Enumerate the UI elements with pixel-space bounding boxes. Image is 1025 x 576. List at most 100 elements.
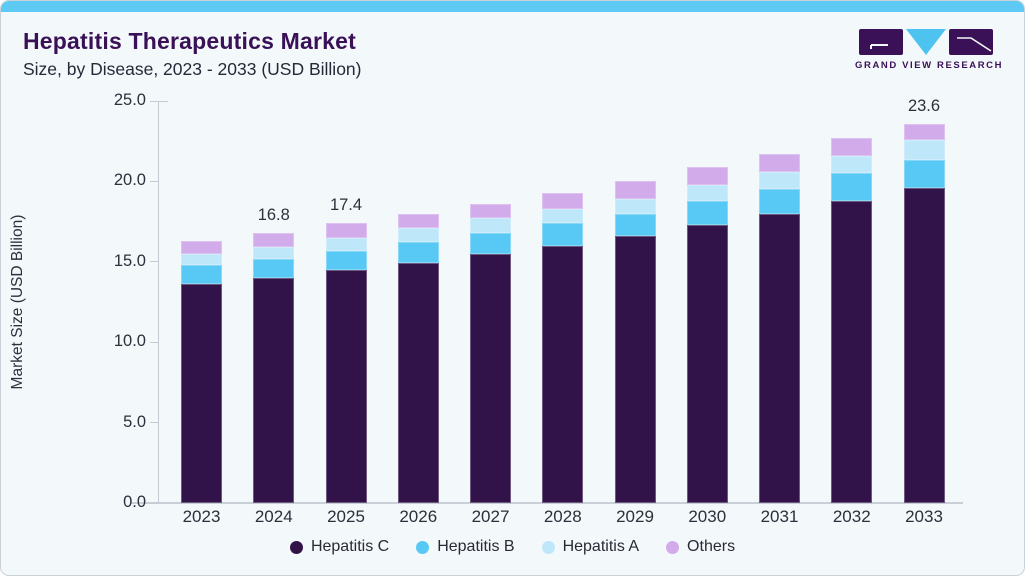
bar-segment-hepatitis-a xyxy=(325,237,367,251)
bar-segment-hepatitis-a xyxy=(397,228,439,243)
y-axis-top-tick xyxy=(158,101,168,102)
x-tick-label: 2028 xyxy=(543,507,582,526)
bar-value-label: 17.4 xyxy=(329,196,363,215)
stacked-bar-2033 xyxy=(903,123,945,503)
legend-dot xyxy=(289,540,303,554)
bar-segment-hepatitis-c xyxy=(614,236,656,503)
bar-segment-others xyxy=(903,123,945,140)
x-axis-line xyxy=(131,502,963,504)
y-tick-mark xyxy=(150,502,158,504)
bar-segment-others xyxy=(397,213,439,229)
grand-view-research-logo: GRAND VIEW RESEARCH xyxy=(855,28,1004,71)
x-tick-label: 2032 xyxy=(832,507,871,526)
bar-segment-hepatitis-b xyxy=(253,258,295,278)
bar-segment-hepatitis-b xyxy=(759,189,800,214)
stacked-bar-2026 xyxy=(397,213,439,503)
y-tick-label: 10.0 xyxy=(113,332,146,351)
bar-segment-others xyxy=(253,232,295,248)
y-axis-title: Market Size (USD Billion) xyxy=(9,214,26,390)
x-tick-label: 2023 xyxy=(182,507,221,526)
legend-label: Hepatitis A xyxy=(562,538,640,555)
bar-segment-hepatitis-a xyxy=(181,253,222,265)
bar-segment-hepatitis-b xyxy=(325,250,367,270)
stacked-bar-2023 xyxy=(181,240,222,503)
page-title: Hepatitis Therapeutics Market xyxy=(23,28,357,54)
bar-segment-hepatitis-c xyxy=(542,245,584,503)
bar-segment-hepatitis-a xyxy=(253,247,295,259)
stacked-bar-2030 xyxy=(686,166,728,503)
x-tick-label: 2026 xyxy=(399,507,438,526)
bar-segment-hepatitis-c xyxy=(903,187,945,503)
bar-segment-others xyxy=(542,192,584,209)
stacked-bar-2025 xyxy=(325,223,367,503)
bar-segment-hepatitis-b xyxy=(470,232,511,254)
x-tick-label: 2029 xyxy=(616,507,654,526)
legend-item-hepatitis-c: Hepatitis C xyxy=(289,538,390,556)
y-tick-label: 20.0 xyxy=(113,171,146,190)
bar-segment-hepatitis-b xyxy=(397,242,439,264)
bar-segment-hepatitis-c xyxy=(686,224,728,503)
bar-segment-hepatitis-b xyxy=(542,223,584,246)
bar-segment-hepatitis-a xyxy=(614,199,656,214)
bar-segment-others xyxy=(181,240,222,254)
y-tick-mark xyxy=(150,341,158,343)
x-tick-label: 2031 xyxy=(760,507,799,526)
legend-dot xyxy=(666,540,680,554)
bar-segment-hepatitis-a xyxy=(903,139,945,161)
bar-segment-others xyxy=(686,166,728,185)
bar-segment-hepatitis-a xyxy=(759,171,800,190)
bar-segment-hepatitis-a xyxy=(542,208,584,224)
bar-segment-hepatitis-b xyxy=(614,213,656,237)
x-tick-label: 2033 xyxy=(905,507,943,526)
bar-segment-hepatitis-c xyxy=(181,284,222,503)
bar-segment-hepatitis-b xyxy=(831,173,873,201)
bar-segment-hepatitis-c xyxy=(831,200,873,503)
x-tick-label: 2027 xyxy=(471,507,510,526)
legend-label: Hepatitis B xyxy=(437,538,515,555)
bar-segment-hepatitis-c xyxy=(253,277,295,503)
legend-dot xyxy=(416,540,430,554)
bar-segment-hepatitis-b xyxy=(686,200,728,225)
chart-legend: Hepatitis C Hepatitis B Hepatitis A Others xyxy=(1,538,1024,556)
bar-value-label: 23.6 xyxy=(907,96,941,115)
y-axis-line xyxy=(158,101,159,504)
y-tick-mark xyxy=(150,180,158,182)
legend-label: Hepatitis C xyxy=(310,538,390,555)
bar-segment-hepatitis-b xyxy=(181,265,222,285)
stacked-bar-2031 xyxy=(759,154,800,503)
bar-segment-others xyxy=(470,203,511,219)
legend-label: Others xyxy=(687,538,736,555)
bar-segment-others xyxy=(831,137,873,156)
y-tick-label: 0.0 xyxy=(123,493,146,511)
stacked-bar-2028 xyxy=(542,192,584,503)
legend-item-hepatitis-a: Hepatitis A xyxy=(541,538,640,556)
y-tick-mark xyxy=(150,422,158,424)
page-subtitle: Size, by Disease, 2023 - 2033 (USD Billi… xyxy=(23,59,362,79)
y-tick-mark xyxy=(150,261,158,263)
bar-segment-hepatitis-a xyxy=(831,155,873,174)
legend-item-hepatitis-b: Hepatitis B xyxy=(416,538,515,556)
x-tick-label: 2024 xyxy=(254,507,293,526)
bar-segment-others xyxy=(325,223,367,238)
gvr-logo-icon xyxy=(859,29,993,55)
y-tick-label: 15.0 xyxy=(113,251,146,270)
bar-segment-hepatitis-c xyxy=(325,269,367,503)
top-accent-bar xyxy=(1,1,1024,12)
stacked-bar-2032 xyxy=(831,137,873,503)
bar-value-label: 16.8 xyxy=(257,205,290,224)
bar-segment-others xyxy=(759,154,800,172)
y-tick-label: 5.0 xyxy=(123,412,146,431)
bar-segment-hepatitis-a xyxy=(686,184,728,201)
stacked-bar-2027 xyxy=(470,203,511,503)
legend-item-others: Others xyxy=(666,538,735,556)
x-tick-label: 2030 xyxy=(688,507,727,526)
bar-segment-others xyxy=(614,181,656,200)
bar-segment-hepatitis-c xyxy=(759,213,800,503)
stacked-bar-2029 xyxy=(614,181,656,503)
x-tick-label: 2025 xyxy=(327,507,365,526)
bar-segment-hepatitis-b xyxy=(903,160,945,188)
stacked-bar-2024 xyxy=(253,232,295,503)
bar-segment-hepatitis-c xyxy=(397,263,439,503)
logo-text: GRAND VIEW RESEARCH xyxy=(855,60,1004,71)
